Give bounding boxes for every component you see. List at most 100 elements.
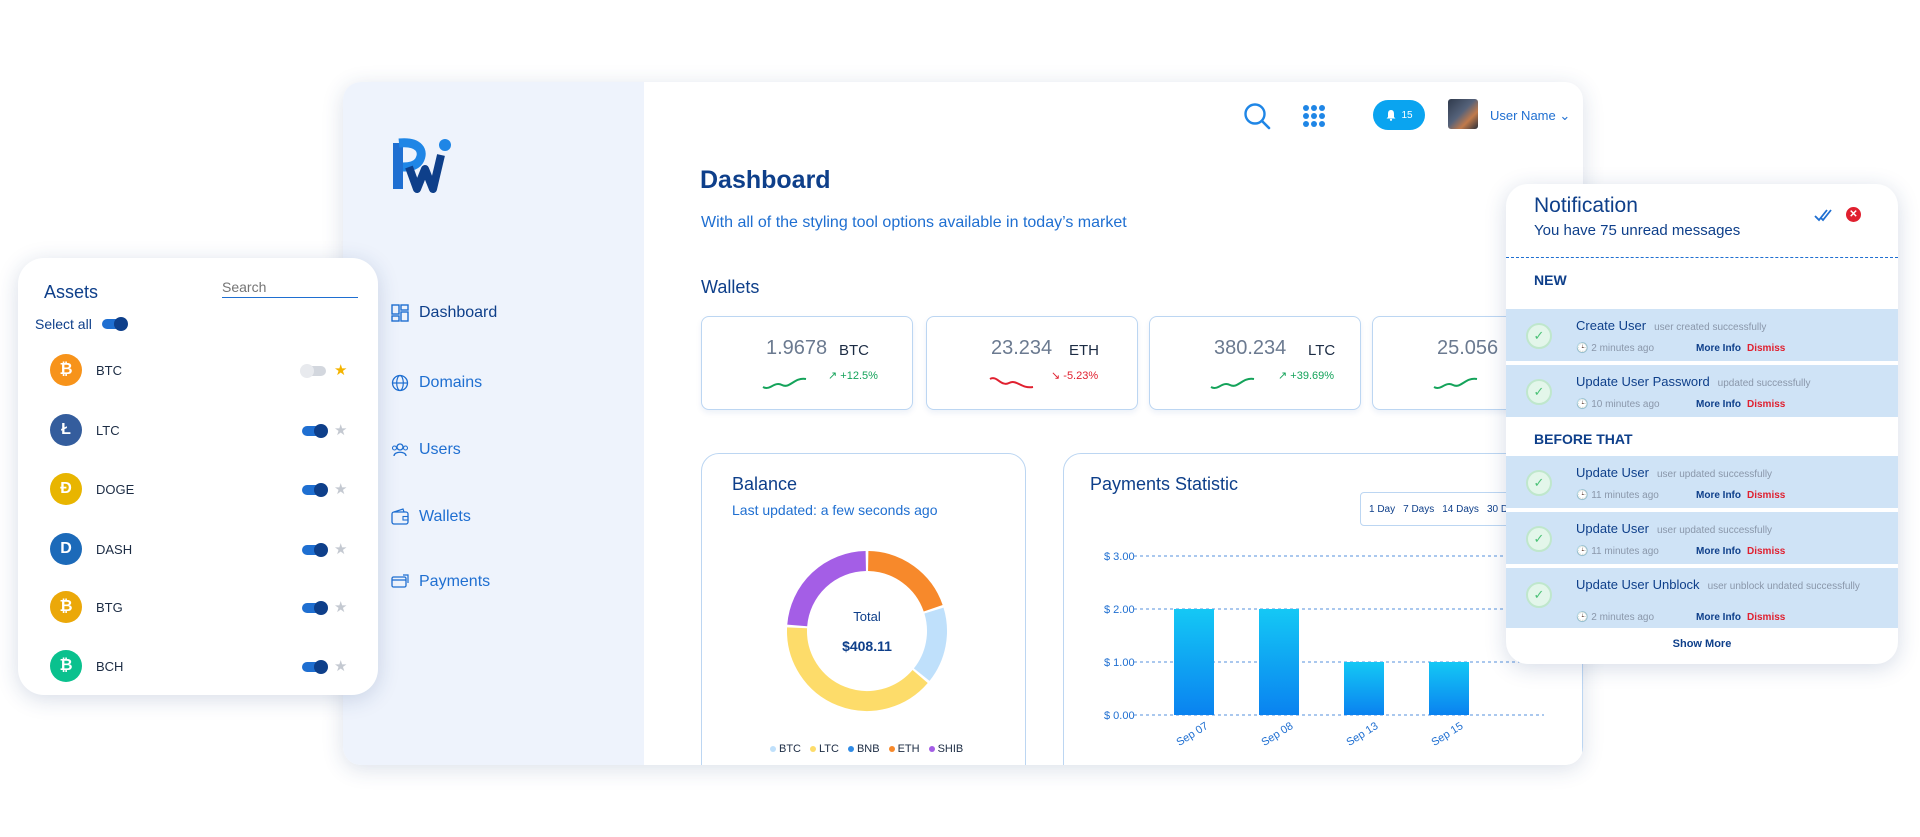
asset-toggle[interactable] xyxy=(302,543,328,557)
legend-label: BTC xyxy=(779,743,801,755)
range-7-days[interactable]: 7 Days xyxy=(1403,503,1435,515)
select-all-toggle[interactable] xyxy=(101,317,128,331)
select-all-label: Select all xyxy=(35,316,92,332)
bar-sep-13[interactable] xyxy=(1344,662,1384,715)
wallet-symbol: ETH xyxy=(1069,342,1099,359)
sidebar-item-label: Users xyxy=(419,441,461,458)
asset-toggle[interactable] xyxy=(302,424,328,438)
asset-name: BTC xyxy=(96,363,122,378)
globe-icon xyxy=(391,374,409,392)
check-circle-icon: ✓ xyxy=(1526,582,1552,608)
sidebar-item-domains[interactable]: Domains xyxy=(391,374,482,392)
bar-sep-08[interactable] xyxy=(1259,609,1299,715)
chevron-down-icon: ⌄ xyxy=(1559,108,1571,123)
users-icon xyxy=(391,443,409,457)
more-info-link[interactable]: More Info xyxy=(1696,490,1741,501)
sidebar-item-label: Payments xyxy=(419,573,491,590)
more-info-link[interactable]: More Info xyxy=(1696,612,1741,623)
asset-row-doge[interactable]: Ð DOGE ★ xyxy=(50,473,350,507)
payments-bar-chart: $ 0.00 $ 1.00 $ 2.00 $ 3.00 Sep 07 Sep 08 Sep … xyxy=(1104,551,1544,749)
sidebar-item-payments[interactable]: Payments xyxy=(391,573,490,591)
search-icon[interactable] xyxy=(1243,102,1271,130)
legend-item-btc: BTC xyxy=(770,743,801,755)
asset-toggle[interactable] xyxy=(302,483,328,497)
divider xyxy=(1506,257,1898,258)
legend-item-ltc: LTC xyxy=(810,743,839,755)
more-info-link[interactable]: More Info xyxy=(1696,343,1741,354)
sidebar-item-users[interactable]: Users xyxy=(391,441,461,459)
bar-sep-15[interactable] xyxy=(1429,662,1469,715)
star-icon[interactable]: ★ xyxy=(334,481,348,498)
legend-item-shib: SHIB xyxy=(928,743,963,755)
doge-coin-icon: Ð xyxy=(50,473,82,505)
notification-bell-button[interactable]: 15 xyxy=(1373,100,1425,130)
page-title: Dashboard xyxy=(700,166,831,194)
assets-search-input[interactable] xyxy=(222,276,358,298)
trend-sparkline xyxy=(1433,377,1478,389)
wallet-icon xyxy=(391,508,409,525)
dismiss-link[interactable]: Dismiss xyxy=(1747,343,1786,354)
star-icon[interactable]: ★ xyxy=(334,422,348,439)
asset-toggle[interactable] xyxy=(300,364,326,378)
notification-item[interactable]: ✓ Update User user updated successfully 🕒 1… xyxy=(1506,456,1898,510)
asset-row-btc[interactable]: ₿ BTC ★ xyxy=(50,354,350,388)
notification-item-time: 🕒 10 minutes ago xyxy=(1576,399,1660,410)
apps-grid-icon[interactable] xyxy=(1303,105,1325,127)
wallet-card-ltc[interactable]: 380.234 LTC ↗ +39.69% xyxy=(1149,316,1361,410)
asset-row-ltc[interactable]: Ł LTC ★ xyxy=(50,414,350,448)
legend-label: LTC xyxy=(819,743,839,755)
asset-row-dash[interactable]: D DASH ★ xyxy=(50,533,350,567)
wallet-card-eth[interactable]: 23.234 ETH ↘ -5.23% xyxy=(926,316,1138,410)
dismiss-link[interactable]: Dismiss xyxy=(1747,490,1786,501)
legend-item-eth: ETH xyxy=(888,743,920,755)
legend-dot xyxy=(888,746,895,752)
notification-item[interactable]: ✓ Update User user updated successfully 🕒 1… xyxy=(1506,512,1898,566)
star-icon[interactable]: ★ xyxy=(334,541,348,558)
close-icon[interactable]: ✕ xyxy=(1846,207,1861,222)
user-name-label: User Name xyxy=(1490,108,1556,123)
x-tick-label: Sep 13 xyxy=(1344,720,1380,749)
notification-item[interactable]: ✓ Update User Password updated successfull… xyxy=(1506,365,1898,419)
dismiss-link[interactable]: Dismiss xyxy=(1747,399,1786,410)
dismiss-link[interactable]: Dismiss xyxy=(1747,546,1786,557)
payments-title: Payments Statistic xyxy=(1090,474,1239,494)
wallet-amount: 23.234 xyxy=(991,337,1053,359)
sidebar-item-dashboard[interactable]: Dashboard xyxy=(391,304,497,322)
wallet-symbol: LTC xyxy=(1308,342,1336,359)
asset-toggle[interactable] xyxy=(302,601,328,615)
trend-sparkline xyxy=(1210,377,1255,389)
asset-name: LTC xyxy=(96,423,120,438)
bar-sep-07[interactable] xyxy=(1174,609,1214,715)
range-30-days[interactable]: 30 Days xyxy=(1486,503,1524,515)
sidebar-item-wallets[interactable]: Wallets xyxy=(391,508,471,526)
donut-slice-shib xyxy=(787,551,867,627)
legend-dot xyxy=(810,746,816,752)
avatar[interactable] xyxy=(1448,99,1478,129)
dismiss-link[interactable]: Dismiss xyxy=(1747,612,1786,623)
user-menu[interactable]: User Name ⌄ xyxy=(1490,108,1570,124)
asset-row-btg[interactable]: ₿ BTG ★ xyxy=(50,591,350,625)
notification-item-desc: user updated successfully xyxy=(1656,525,1773,536)
range-1-day[interactable]: 1 Day xyxy=(1369,503,1396,515)
donut-center: Total $408.11 xyxy=(782,546,952,716)
notification-item[interactable]: ✓ Update User Unblock user unblock undated… xyxy=(1506,568,1898,630)
donut-slice-btc xyxy=(913,607,947,681)
wallet-card-btc[interactable]: 1.9678 BTC ↗ +12.5% xyxy=(701,316,913,410)
more-info-link[interactable]: More Info xyxy=(1696,399,1741,410)
more-info-link[interactable]: More Info xyxy=(1696,546,1741,557)
show-more-link[interactable]: Show More xyxy=(1672,638,1732,650)
mark-all-read-icon[interactable] xyxy=(1814,208,1832,222)
star-icon[interactable]: ★ xyxy=(334,362,348,379)
range-14-days[interactable]: 14 Days xyxy=(1442,503,1479,515)
assets-title: Assets xyxy=(44,282,99,302)
notification-item-title: Create User user created successfully xyxy=(1576,318,1767,333)
notification-item[interactable]: ✓ Create User user created successfully 🕒 2… xyxy=(1506,309,1898,363)
star-icon[interactable]: ★ xyxy=(334,599,348,616)
legend-label: BNB xyxy=(856,743,880,755)
donut-total-label: Total xyxy=(853,608,881,624)
asset-toggle[interactable] xyxy=(302,660,328,674)
star-icon[interactable]: ★ xyxy=(334,658,348,675)
legend-dot xyxy=(847,746,854,752)
asset-row-bch[interactable]: ₿ BCH ★ xyxy=(50,650,350,684)
notification-subtitle: You have 75 unread messages xyxy=(1534,222,1741,239)
